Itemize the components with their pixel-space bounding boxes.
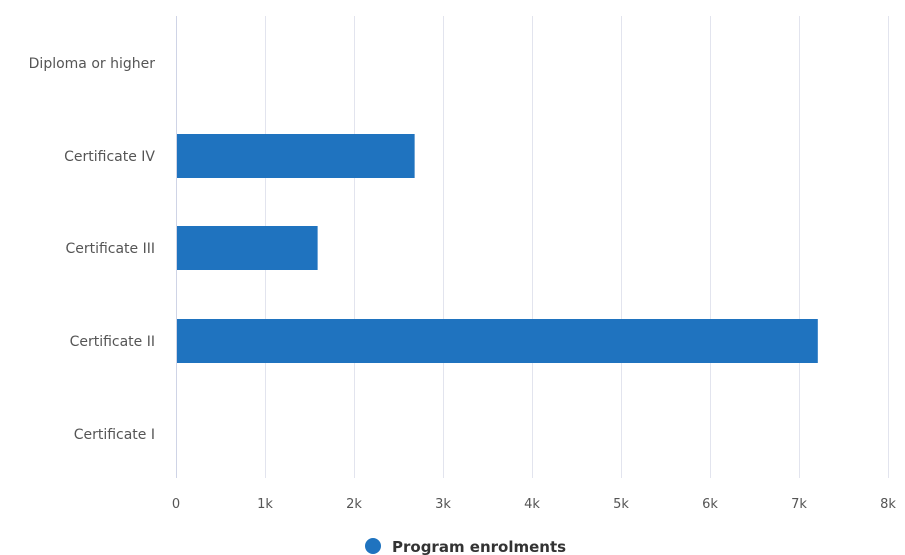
x-tick-label: 7k <box>791 497 807 512</box>
x-tick-label: 0 <box>172 497 180 512</box>
gridlines <box>176 16 889 478</box>
legend-marker <box>365 538 381 554</box>
category-labels: Diploma or higher Certificate IV Certifica… <box>29 56 156 443</box>
category-label: Certificate IV <box>64 149 155 165</box>
legend[interactable]: Program enrolments <box>365 538 566 555</box>
x-tick-label: 1k <box>257 497 273 512</box>
category-label: Diploma or higher <box>29 56 156 72</box>
bars <box>177 134 818 363</box>
category-label: Certificate I <box>74 427 155 443</box>
bar-certificate-ii[interactable] <box>177 319 818 363</box>
x-tick-label: 5k <box>613 497 629 512</box>
x-tick-label: 3k <box>435 497 451 512</box>
x-tick-label: 6k <box>702 497 718 512</box>
category-label: Certificate III <box>65 241 155 257</box>
bar-certificate-iii[interactable] <box>177 226 318 270</box>
x-tick-label: 4k <box>524 497 540 512</box>
x-axis-tick-labels: 0 1k 2k 3k 4k 5k 6k 7k 8k <box>172 497 897 512</box>
x-tick-label: 8k <box>880 497 896 512</box>
x-tick-label: 2k <box>346 497 362 512</box>
bar-certificate-iv[interactable] <box>177 134 415 178</box>
legend-label: Program enrolments <box>392 538 566 555</box>
category-label: Certificate II <box>70 334 155 350</box>
